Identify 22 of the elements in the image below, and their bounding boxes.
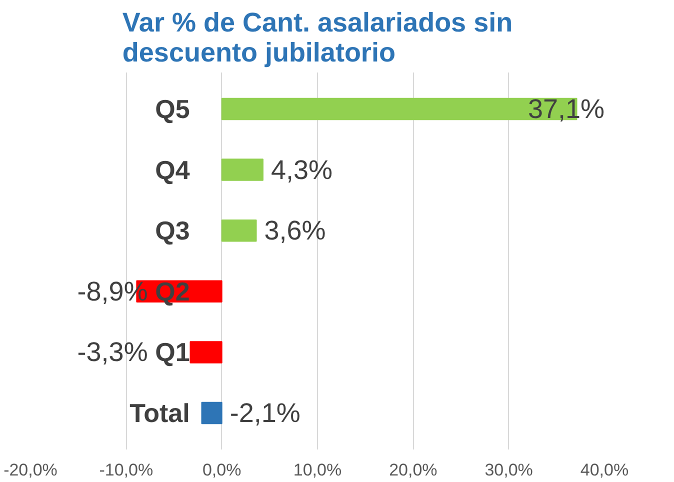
x-tick-label: 0,0% bbox=[202, 460, 242, 480]
y-tick-label: Q4 bbox=[155, 154, 190, 185]
x-tick-label: 10,0% bbox=[293, 460, 342, 480]
x-tick-label: -20,0% bbox=[4, 460, 58, 480]
y-tick-label: Total bbox=[130, 398, 190, 428]
x-tick-label: 30,0% bbox=[484, 460, 533, 480]
y-tick-label: Q3 bbox=[155, 216, 190, 246]
bar bbox=[201, 402, 222, 424]
x-tick-label: 40,0% bbox=[580, 460, 629, 480]
y-tick-label: Q5 bbox=[155, 94, 190, 124]
bar bbox=[221, 158, 264, 181]
data-label: 4,3% bbox=[270, 154, 333, 185]
x-tick-label: 20,0% bbox=[389, 460, 438, 480]
bar bbox=[190, 341, 222, 364]
chart-title: Var % de Cant. asalariados sin descuento jubilatorio bbox=[122, 8, 513, 68]
bar bbox=[221, 219, 257, 242]
y-tick-label: Q2 bbox=[155, 276, 190, 306]
x-tick-label: -10,0% bbox=[99, 460, 154, 480]
data-label: -2,1% bbox=[230, 398, 300, 428]
data-label: -3,3% bbox=[77, 337, 148, 368]
data-label: 3,6% bbox=[264, 216, 326, 246]
y-tick-label: Q1 bbox=[155, 337, 190, 368]
